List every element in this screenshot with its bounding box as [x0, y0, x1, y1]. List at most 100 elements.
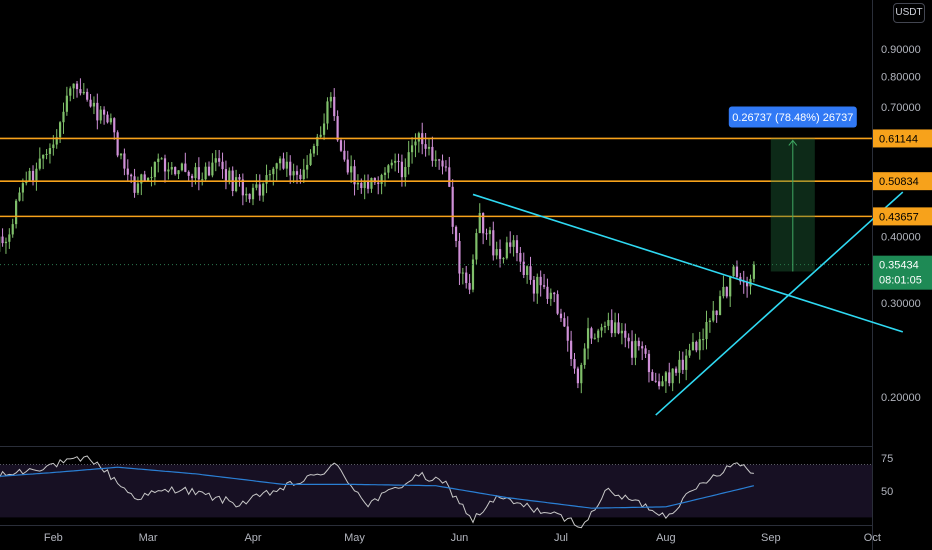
candle-body — [21, 183, 24, 193]
candle-body — [708, 320, 711, 322]
candle-body — [597, 330, 600, 338]
candle-body — [634, 340, 637, 358]
candle-body — [404, 166, 407, 178]
time-axis-label-mar: Mar — [139, 532, 158, 544]
candle-body — [658, 381, 661, 387]
candle-body — [299, 174, 302, 180]
candle-body — [414, 141, 417, 146]
candle-body — [570, 340, 573, 360]
candle-body — [1, 236, 4, 244]
candle-body — [444, 166, 448, 168]
candle-body — [356, 182, 360, 185]
candle-body — [265, 175, 268, 184]
candle-body — [123, 153, 126, 169]
level-tag-text-0: 0.61144 — [879, 133, 918, 145]
candle-body — [441, 160, 444, 167]
candle-body — [336, 116, 339, 141]
candle-body — [275, 163, 278, 169]
last-price-value: 0.35434 — [879, 260, 919, 272]
candle-body — [8, 234, 11, 242]
level-tag-2 — [873, 207, 932, 226]
candle-body — [75, 83, 79, 90]
candle-body — [234, 177, 238, 191]
candle-body — [583, 348, 586, 365]
candle-body — [722, 286, 725, 297]
candle-body — [157, 158, 160, 162]
candle-body — [539, 276, 542, 286]
candle-body — [106, 114, 109, 123]
candle-body — [116, 132, 119, 156]
candle-body — [140, 174, 143, 184]
time-axis-label-feb: Feb — [44, 532, 63, 544]
candle-body — [89, 99, 92, 107]
candle-body — [475, 233, 478, 260]
candle-body — [153, 161, 156, 178]
candle-body — [214, 158, 217, 163]
candle-body — [576, 368, 579, 384]
candle-body — [272, 168, 275, 175]
candle-body — [685, 355, 688, 370]
candle-body — [221, 161, 224, 170]
candle-body — [752, 264, 755, 279]
candle-body — [92, 102, 96, 107]
candle-body — [671, 368, 674, 384]
candle-body — [417, 133, 420, 142]
candle-body — [285, 161, 288, 169]
candle-body — [289, 161, 292, 176]
candle-body — [146, 178, 150, 181]
candle-body — [451, 186, 454, 227]
candle-body — [360, 182, 363, 189]
candle-body — [366, 181, 370, 189]
candle-body — [681, 359, 684, 370]
candle-body — [268, 174, 272, 176]
candle-body — [218, 158, 221, 162]
measure-label-box — [728, 106, 857, 128]
candle-body — [42, 154, 45, 159]
candle-body — [492, 230, 495, 256]
candle-body — [532, 279, 536, 294]
candle-body — [228, 170, 231, 183]
candle-body — [306, 164, 309, 170]
last-price-tag — [873, 255, 932, 290]
time-axis-label-aug: Aug — [656, 532, 676, 544]
candle-body — [549, 292, 552, 299]
candle-body — [4, 241, 8, 244]
candle-body — [99, 109, 102, 121]
candle-body — [407, 152, 410, 167]
candle-body — [641, 346, 644, 349]
candle-body — [397, 160, 400, 162]
candle-body — [590, 328, 593, 339]
candle-body — [180, 163, 184, 171]
candle-body — [458, 241, 461, 274]
candle-body — [607, 320, 610, 326]
candle-body — [353, 166, 356, 185]
candle-body — [614, 322, 617, 334]
candle-body — [387, 165, 390, 173]
candle-body — [339, 140, 343, 151]
price-axis-label-2: 0.70000 — [881, 102, 921, 114]
candle-body — [28, 170, 31, 181]
candle-body — [624, 330, 627, 338]
candle-body — [15, 200, 18, 225]
candle-body — [55, 137, 58, 145]
candle-body — [258, 184, 261, 196]
measure-label: 0.26737 (78.48%) 26737 — [732, 112, 853, 124]
candle-body — [167, 169, 170, 172]
candle-body — [309, 153, 312, 165]
candle-body — [702, 339, 705, 341]
candle-body — [113, 118, 116, 133]
candle-body — [109, 118, 112, 123]
candle-body — [211, 162, 214, 176]
candle-body — [319, 134, 322, 137]
candle-body — [603, 325, 607, 328]
candle-body — [251, 187, 255, 200]
candle-body — [316, 136, 319, 147]
price-axis-label-1: 0.80000 — [881, 71, 921, 83]
candle-body — [82, 91, 85, 94]
candle-body — [72, 83, 75, 89]
currency-label[interactable]: USDT — [893, 3, 925, 23]
candle-body — [302, 169, 305, 180]
price-axis-label-0: 0.90000 — [881, 44, 921, 56]
candle-body — [245, 193, 248, 196]
